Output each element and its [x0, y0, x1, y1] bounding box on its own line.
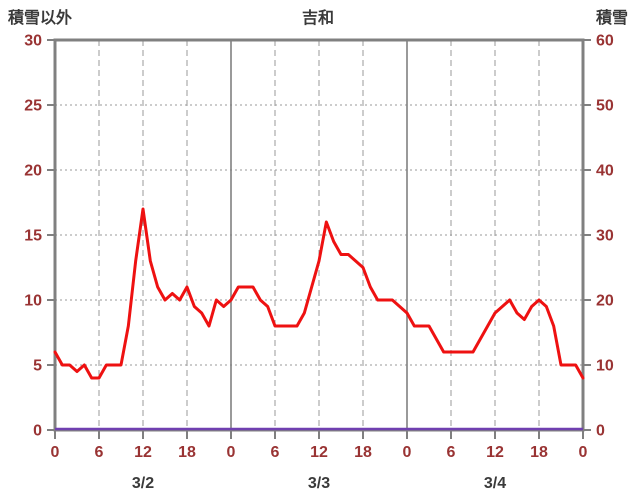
hour-tick-label: 0 — [51, 444, 60, 461]
hour-tick-label: 0 — [227, 444, 236, 461]
hour-tick-label: 0 — [579, 444, 588, 461]
right-tick-label: 30 — [596, 228, 614, 245]
right-axis-title: 積雪 — [595, 10, 628, 27]
chart-title: 吉和 — [301, 10, 334, 27]
right-tick-label: 20 — [596, 293, 614, 310]
date-label: 3/2 — [132, 475, 154, 492]
date-label: 3/4 — [484, 475, 506, 492]
main-series-line — [53, 207, 585, 380]
hour-tick-label: 12 — [486, 444, 504, 461]
hour-tick-label: 12 — [310, 444, 328, 461]
left-axis-title: 積雪以外 — [8, 10, 73, 27]
left-tick-label: 5 — [33, 358, 42, 375]
hour-tick-label: 6 — [271, 444, 280, 461]
hour-tick-label: 12 — [134, 444, 152, 461]
right-tick-label: 10 — [596, 358, 614, 375]
left-tick-label: 10 — [24, 293, 42, 310]
left-tick-label: 20 — [24, 163, 42, 180]
left-tick-label: 0 — [33, 423, 42, 440]
hour-tick-label: 6 — [95, 444, 104, 461]
left-tick-label: 15 — [24, 228, 42, 245]
right-tick-label: 40 — [596, 163, 614, 180]
hour-tick-label: 18 — [178, 444, 196, 461]
hour-tick-label: 0 — [403, 444, 412, 461]
hour-tick-label: 6 — [447, 444, 456, 461]
date-label: 3/3 — [308, 475, 330, 492]
right-tick-label: 50 — [596, 98, 614, 115]
right-tick-label: 60 — [596, 33, 614, 50]
right-tick-label: 0 — [596, 423, 605, 440]
left-tick-label: 25 — [24, 98, 42, 115]
hour-tick-label: 18 — [354, 444, 372, 461]
left-tick-label: 30 — [24, 33, 42, 50]
hour-tick-label: 18 — [530, 444, 548, 461]
